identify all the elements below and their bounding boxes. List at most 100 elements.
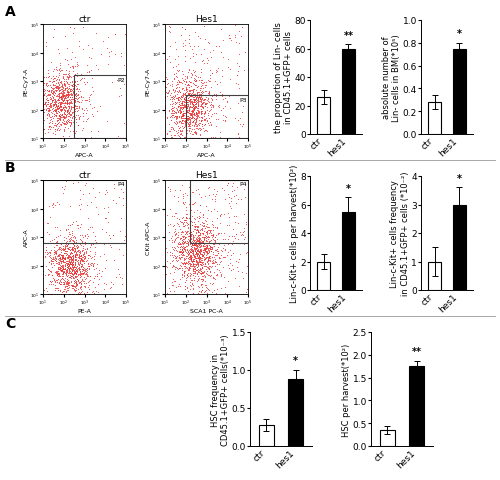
Point bbox=[174, 123, 182, 131]
Point bbox=[180, 95, 188, 103]
Point bbox=[182, 206, 190, 214]
Point bbox=[196, 227, 203, 235]
Point bbox=[86, 253, 94, 261]
Point bbox=[169, 263, 177, 271]
Point bbox=[46, 126, 54, 133]
Point bbox=[193, 115, 201, 122]
Point bbox=[60, 108, 68, 116]
Point bbox=[170, 104, 177, 112]
Point bbox=[178, 92, 186, 100]
Point bbox=[66, 101, 74, 109]
Point bbox=[85, 263, 93, 270]
Point bbox=[46, 123, 54, 131]
Point bbox=[186, 100, 194, 108]
Point bbox=[191, 247, 199, 255]
Point bbox=[194, 102, 202, 110]
Point bbox=[186, 84, 194, 92]
Point bbox=[200, 276, 207, 284]
Point bbox=[68, 261, 76, 268]
Point bbox=[172, 135, 179, 143]
Point bbox=[190, 270, 198, 277]
Point bbox=[168, 252, 175, 259]
Point bbox=[76, 187, 84, 195]
Point bbox=[54, 269, 62, 277]
Point bbox=[56, 270, 64, 277]
Point bbox=[190, 241, 198, 249]
Point bbox=[54, 96, 62, 103]
Point bbox=[74, 43, 82, 51]
Point bbox=[176, 235, 184, 243]
Point bbox=[218, 67, 226, 74]
Point bbox=[198, 287, 206, 295]
Point bbox=[172, 116, 179, 123]
Point bbox=[198, 193, 205, 201]
Point bbox=[200, 255, 208, 263]
Point bbox=[88, 45, 96, 53]
Point bbox=[66, 122, 74, 130]
Point bbox=[56, 135, 64, 143]
Point bbox=[184, 242, 192, 250]
Point bbox=[114, 246, 122, 253]
Point bbox=[193, 255, 201, 263]
Point bbox=[71, 260, 79, 268]
Point bbox=[215, 255, 223, 263]
Point bbox=[178, 86, 186, 94]
Point bbox=[58, 255, 66, 263]
Point bbox=[180, 256, 188, 264]
Point bbox=[53, 93, 61, 100]
Point bbox=[203, 253, 211, 261]
Point bbox=[62, 261, 70, 268]
Point bbox=[202, 228, 210, 236]
Point bbox=[196, 96, 203, 104]
Point bbox=[39, 96, 47, 104]
Y-axis label: CKit APC-A: CKit APC-A bbox=[146, 221, 151, 254]
Point bbox=[178, 215, 186, 222]
Point bbox=[178, 228, 186, 236]
Point bbox=[84, 251, 92, 259]
Point bbox=[170, 244, 178, 252]
Point bbox=[196, 103, 203, 110]
Point bbox=[184, 239, 192, 246]
Point bbox=[62, 93, 70, 100]
Point bbox=[59, 89, 67, 97]
Point bbox=[166, 128, 173, 136]
Point bbox=[176, 105, 184, 112]
Point bbox=[186, 252, 194, 260]
Point bbox=[200, 245, 207, 253]
Point bbox=[190, 261, 198, 269]
Point bbox=[178, 250, 186, 257]
Point bbox=[64, 72, 72, 80]
Point bbox=[60, 71, 68, 78]
Point bbox=[53, 85, 61, 93]
Point bbox=[181, 119, 189, 126]
Point bbox=[58, 258, 66, 265]
Point bbox=[58, 98, 66, 106]
Point bbox=[166, 259, 173, 267]
Point bbox=[214, 243, 222, 251]
Point bbox=[215, 260, 223, 268]
Point bbox=[64, 116, 72, 123]
Point bbox=[58, 111, 66, 119]
Point bbox=[161, 264, 169, 272]
Point bbox=[80, 252, 88, 260]
Point bbox=[240, 234, 248, 242]
Point bbox=[180, 239, 188, 246]
Point bbox=[176, 240, 184, 247]
Point bbox=[76, 270, 84, 277]
Point bbox=[195, 256, 203, 264]
Point bbox=[183, 270, 191, 278]
Point bbox=[48, 255, 56, 263]
Point bbox=[91, 284, 99, 291]
Point bbox=[66, 278, 74, 286]
Point bbox=[58, 83, 66, 91]
Point bbox=[202, 258, 210, 265]
Point bbox=[57, 106, 65, 113]
Point bbox=[52, 88, 60, 96]
Point bbox=[225, 194, 233, 202]
Point bbox=[70, 233, 78, 240]
Point bbox=[42, 244, 50, 252]
Point bbox=[194, 257, 202, 264]
Point bbox=[206, 247, 214, 255]
Point bbox=[39, 90, 47, 97]
Point bbox=[166, 121, 173, 129]
